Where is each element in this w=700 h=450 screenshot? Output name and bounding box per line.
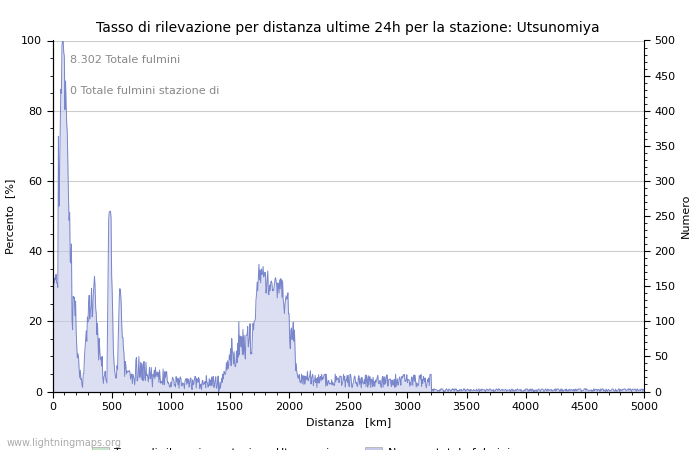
Text: www.lightningmaps.org: www.lightningmaps.org [7,438,122,448]
Text: 8.302 Totale fulmini: 8.302 Totale fulmini [70,54,181,64]
X-axis label: Distanza   [km]: Distanza [km] [306,418,391,428]
Y-axis label: Percento  [%]: Percento [%] [6,178,15,254]
Title: Tasso di rilevazione per distanza ultime 24h per la stazione: Utsunomiya: Tasso di rilevazione per distanza ultime… [97,21,600,35]
Y-axis label: Numero: Numero [681,194,691,238]
Text: 0 Totale fulmini stazione di: 0 Totale fulmini stazione di [70,86,220,96]
Legend: Tasso di rilevazione stazione Utsunomiya, Numero totale fulmini: Tasso di rilevazione stazione Utsunomiya… [88,443,514,450]
